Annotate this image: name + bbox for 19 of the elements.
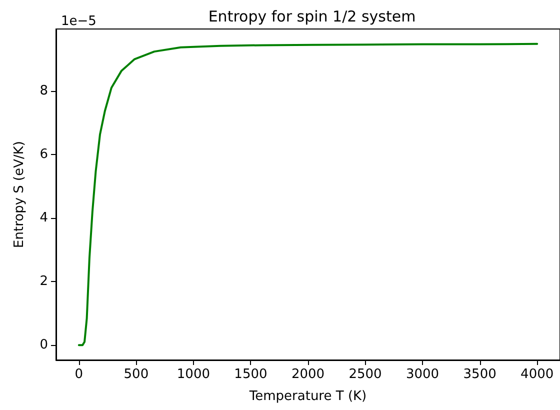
y-tick-label: 4 bbox=[40, 210, 48, 226]
x-tick-label: 3500 bbox=[463, 367, 496, 382]
x-tick-label: 2500 bbox=[348, 367, 382, 382]
chart-title: Entropy for spin 1/2 system bbox=[208, 8, 416, 26]
x-tick-label: 4000 bbox=[520, 367, 554, 382]
y-tick-label: 8 bbox=[40, 83, 48, 98]
x-tick-label: 1000 bbox=[176, 367, 210, 382]
line-series bbox=[78, 42, 538, 346]
y-tick-label: 6 bbox=[40, 146, 48, 162]
y-tick-label: 2 bbox=[40, 274, 48, 290]
x-axis-title: Temperature T (K) bbox=[248, 389, 367, 404]
x-tick-label: 1500 bbox=[234, 367, 268, 382]
y-axis-title: Entropy S (eV/K) bbox=[12, 141, 27, 248]
x-tick-label: 0 bbox=[74, 367, 84, 382]
x-tick-label: 500 bbox=[124, 367, 149, 382]
y-tick-label: 0 bbox=[40, 338, 48, 353]
text: 1e−5 bbox=[61, 14, 96, 29]
x-tick-label: 3000 bbox=[406, 367, 440, 382]
x-tick-label: 2000 bbox=[291, 367, 325, 382]
